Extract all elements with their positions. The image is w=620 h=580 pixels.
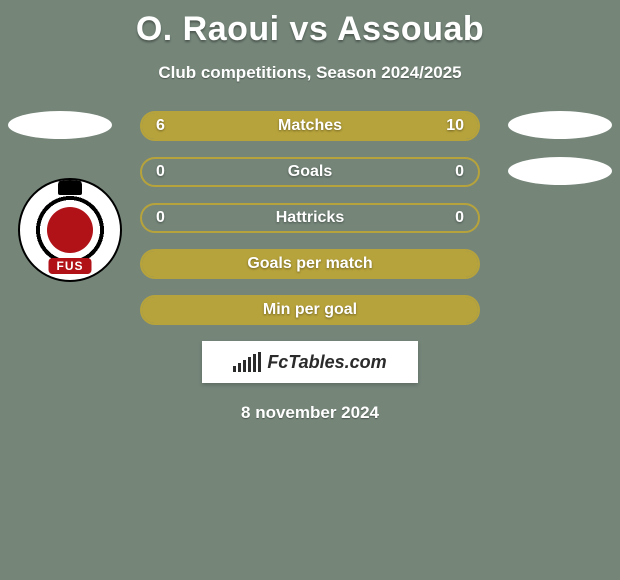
stat-value-right: 0	[455, 159, 464, 185]
stat-row: 6 Matches 10	[0, 111, 620, 141]
avatar-placeholder-icon	[508, 157, 612, 185]
stat-bar-hattricks: 0 Hattricks 0	[140, 203, 480, 233]
club-badge-text: FUS	[49, 258, 92, 274]
brand-text: FcTables.com	[267, 352, 386, 373]
brand-bars-icon	[233, 352, 261, 372]
player-right-avatar-slot-2	[508, 157, 612, 185]
bar-fill-right	[266, 113, 478, 139]
stat-bar-min-per-goal: Min per goal	[140, 295, 480, 325]
player-left-avatar-slot	[8, 111, 112, 139]
player-right-avatar-slot	[508, 111, 612, 139]
stat-bar-matches: 6 Matches 10	[140, 111, 480, 141]
bar-fill-left	[142, 251, 478, 277]
stat-value-left: 0	[156, 205, 165, 231]
avatar-placeholder-icon	[508, 111, 612, 139]
brand-link[interactable]: FcTables.com	[202, 341, 418, 383]
stat-label: Goals	[142, 159, 478, 185]
bar-fill-left	[142, 113, 266, 139]
stat-bar-goals-per-match: Goals per match	[140, 249, 480, 279]
avatar-placeholder-icon	[8, 111, 112, 139]
stat-value-left: 0	[156, 159, 165, 185]
player-left-club-badge: FUS	[18, 178, 122, 282]
stat-row: Min per goal	[0, 295, 620, 325]
comparison-card: O. Raoui vs Assouab Club competitions, S…	[0, 0, 620, 580]
subtitle: Club competitions, Season 2024/2025	[0, 63, 620, 83]
stat-bar-goals: 0 Goals 0	[140, 157, 480, 187]
bar-fill-left	[142, 297, 478, 323]
page-title: O. Raoui vs Assouab	[0, 0, 620, 49]
date-text: 8 november 2024	[0, 403, 620, 423]
stat-label: Hattricks	[142, 205, 478, 231]
stat-value-right: 0	[455, 205, 464, 231]
